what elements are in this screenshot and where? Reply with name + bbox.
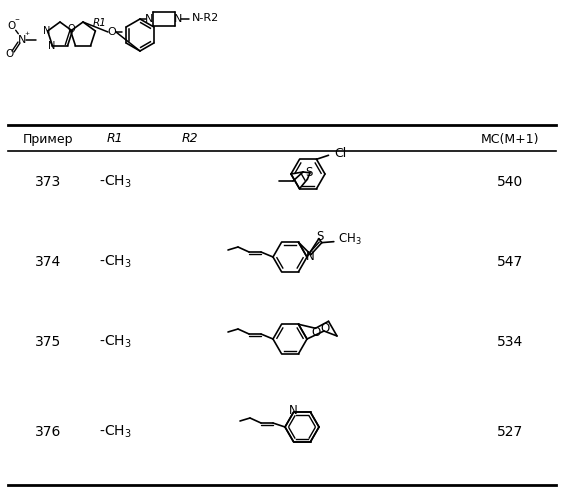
Text: Cl: Cl xyxy=(334,147,347,160)
Text: R2: R2 xyxy=(182,132,199,145)
Text: N: N xyxy=(43,26,50,36)
Text: O: O xyxy=(312,326,321,339)
Text: N: N xyxy=(18,35,26,45)
Text: O: O xyxy=(68,24,76,34)
Text: O: O xyxy=(8,21,16,31)
Text: N: N xyxy=(145,14,153,24)
Text: S: S xyxy=(305,166,312,179)
Text: -CH$_3$: -CH$_3$ xyxy=(99,254,131,270)
Text: N-R2: N-R2 xyxy=(192,13,219,23)
Text: N: N xyxy=(48,40,55,50)
Text: N: N xyxy=(289,404,298,417)
Text: R1: R1 xyxy=(107,132,124,145)
Text: O: O xyxy=(6,49,14,59)
Text: MC(M+1): MC(M+1) xyxy=(481,132,539,145)
Text: $^-$: $^-$ xyxy=(13,16,21,24)
Text: O: O xyxy=(320,322,329,334)
Text: 534: 534 xyxy=(497,335,523,349)
Text: CH$_3$: CH$_3$ xyxy=(338,232,362,247)
Text: 373: 373 xyxy=(35,175,61,189)
Text: $^+$: $^+$ xyxy=(23,30,31,40)
Text: S: S xyxy=(316,230,324,243)
Text: 374: 374 xyxy=(35,255,61,269)
Text: O: O xyxy=(108,27,116,37)
Text: Пример: Пример xyxy=(23,132,73,145)
Text: 527: 527 xyxy=(497,425,523,439)
Text: -CH$_3$: -CH$_3$ xyxy=(99,334,131,350)
Text: N: N xyxy=(306,250,314,263)
Text: 547: 547 xyxy=(497,255,523,269)
Text: 375: 375 xyxy=(35,335,61,349)
Text: 540: 540 xyxy=(497,175,523,189)
Text: -CH$_3$: -CH$_3$ xyxy=(99,174,131,190)
Text: 376: 376 xyxy=(35,425,61,439)
Text: N: N xyxy=(174,14,182,24)
Text: R1: R1 xyxy=(93,18,107,28)
Text: -CH$_3$: -CH$_3$ xyxy=(99,424,131,440)
